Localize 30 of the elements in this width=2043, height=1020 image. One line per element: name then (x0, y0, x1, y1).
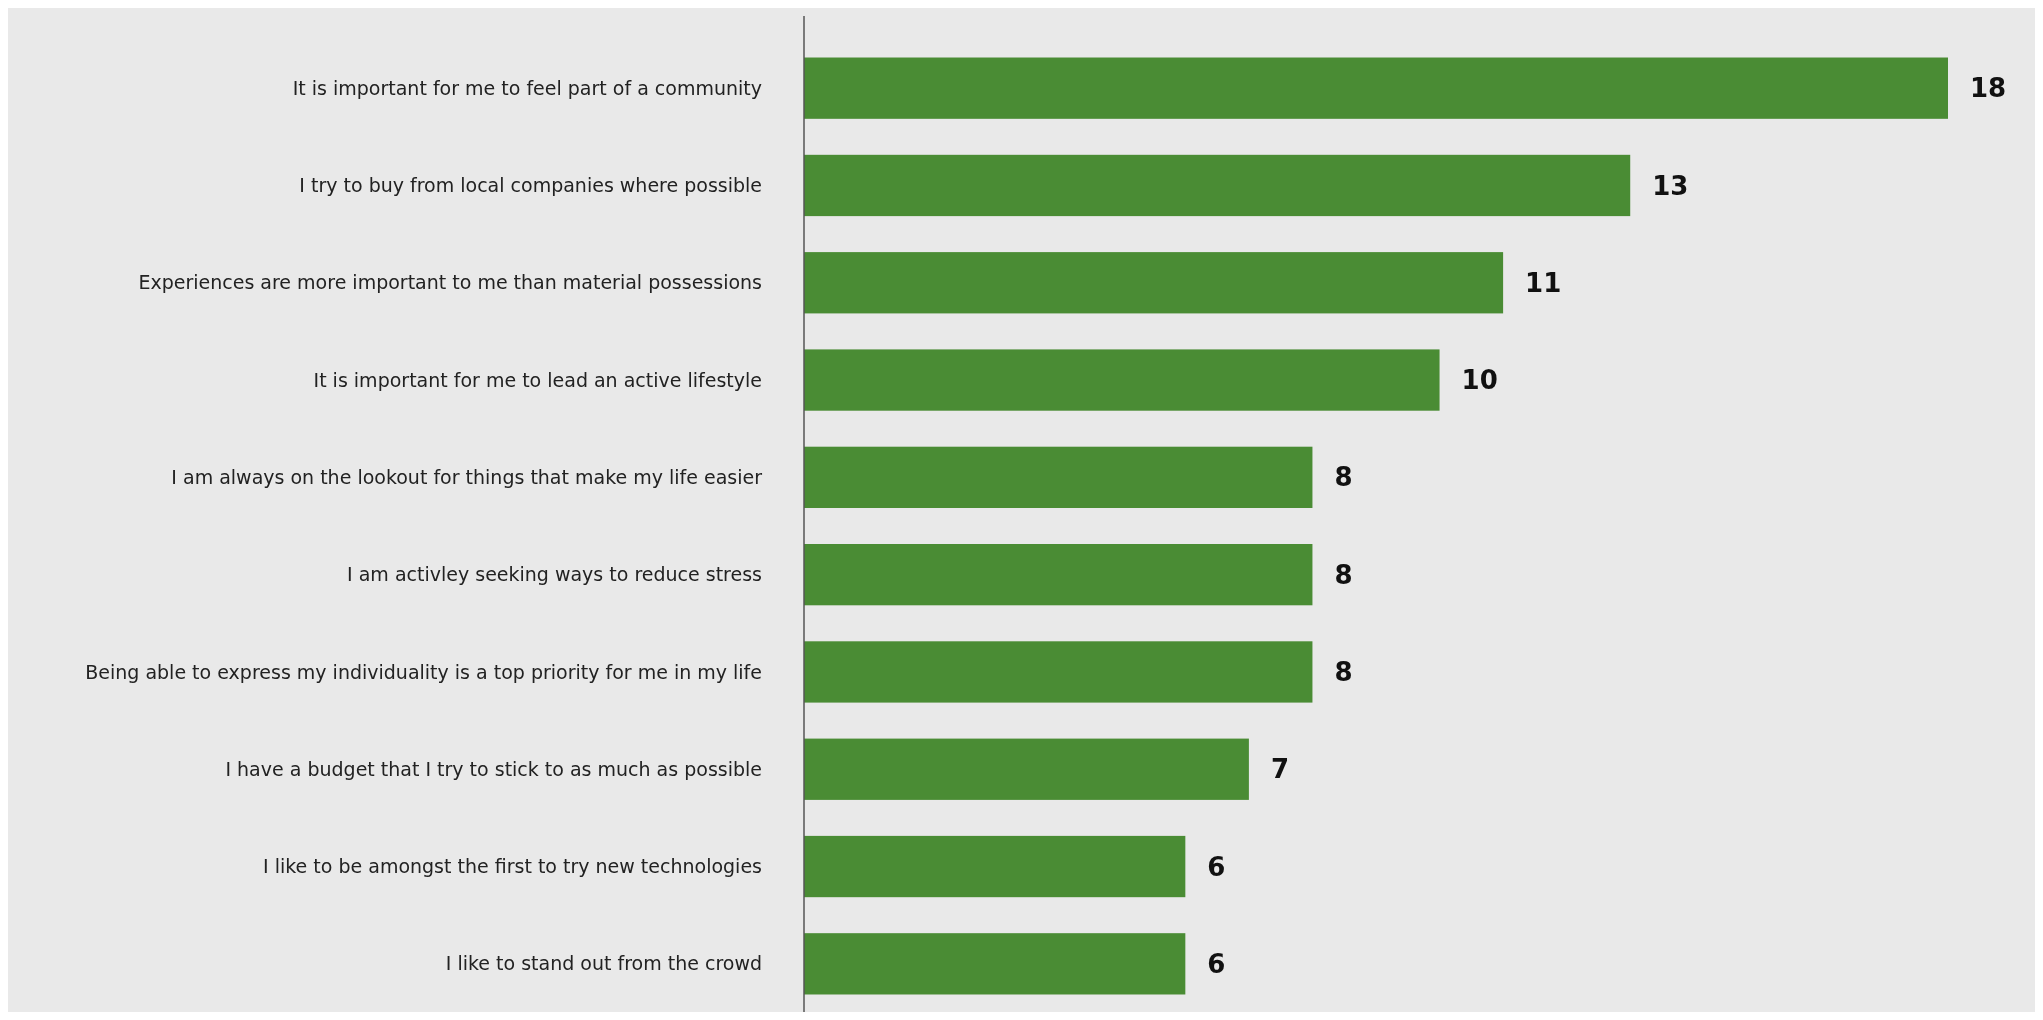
bar (804, 641, 1313, 703)
bar (804, 933, 1186, 995)
y-tick-label: I like to be amongst the first to try new technologies (263, 855, 762, 878)
bar (804, 835, 1186, 898)
data-label: 10 (1461, 365, 1498, 396)
bar (804, 57, 1948, 119)
data-label: 8 (1334, 462, 1353, 493)
data-label: 6 (1207, 948, 1226, 979)
y-tick-label: Being able to express my individuality is a top priority for me in my life (85, 660, 762, 683)
y-tick-label: Experiences are more important to me than material possessions (138, 271, 762, 294)
bar (804, 252, 1504, 314)
bar (804, 349, 1440, 411)
y-tick-label: I like to stand out from the crowd (445, 952, 762, 975)
y-tick-label: It is important for me to feel part of a community (292, 76, 762, 99)
bar (804, 154, 1631, 217)
y-tick-label: I try to buy from local companies where possible (299, 174, 762, 197)
y-tick-label: I have a budget that I try to stick to as much as possible (225, 757, 762, 780)
data-label: 7 (1270, 754, 1289, 785)
data-label: 6 (1207, 851, 1226, 882)
data-label: 18 (1970, 73, 2007, 104)
data-label: 8 (1334, 657, 1353, 688)
y-tick-label: I am always on the lookout for things that make my life easier (171, 466, 763, 488)
y-tick-label: I am activley seeking ways to reduce stress (347, 563, 762, 586)
bar (804, 544, 1313, 606)
data-label: 13 (1652, 170, 1689, 201)
data-label: 11 (1525, 267, 1562, 298)
bar (804, 738, 1249, 800)
data-label: 8 (1334, 559, 1353, 590)
bar (804, 446, 1313, 508)
y-tick-label: It is important for me to lead an active lifestyle (313, 368, 762, 391)
